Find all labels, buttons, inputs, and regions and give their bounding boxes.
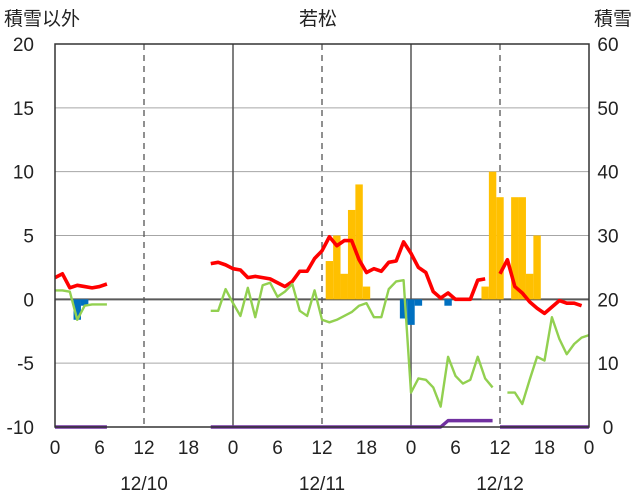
grid-layer	[55, 44, 589, 427]
temperature-line	[54, 271, 108, 290]
temperature-line	[210, 234, 486, 302]
left-tick-label: 0	[23, 290, 34, 311]
green-series-line	[210, 278, 494, 408]
x-tick-label: 0	[406, 438, 417, 459]
snowfall-bar	[362, 286, 371, 300]
snow-depth-line	[210, 418, 493, 429]
snowfall-bar	[340, 273, 348, 300]
x-tick-label: 18	[534, 438, 555, 459]
precip-bar	[444, 299, 452, 306]
plot-frame	[54, 43, 590, 428]
x-tick-label: 6	[450, 438, 461, 459]
x-tick-label: 6	[94, 438, 105, 459]
snowfall-bar	[511, 197, 519, 300]
snowfall-bar	[347, 209, 356, 300]
snowfall-bar	[533, 235, 541, 300]
snowfall-bar	[496, 197, 504, 300]
left-tick-label: -5	[17, 354, 34, 375]
right-tick-label: 40	[597, 163, 618, 184]
right-tick-label: 0	[603, 418, 614, 439]
precip-bar	[407, 299, 415, 325]
x-tick-label: 6	[272, 438, 283, 459]
snowfall-bar	[518, 197, 526, 300]
right-tick-label: 30	[597, 227, 618, 248]
x-tick-label: 0	[584, 438, 595, 459]
right-tick-label: 50	[597, 99, 618, 120]
snowfall-bar	[525, 273, 534, 300]
right-tick-label: 60	[597, 35, 618, 56]
date-label: 12/10	[120, 474, 168, 495]
left-tick-label: 5	[23, 227, 34, 248]
x-tick-label: 18	[178, 438, 199, 459]
right-tick-label: 10	[597, 354, 618, 375]
green-series-line	[507, 316, 590, 406]
x-tick-label: 12	[133, 438, 154, 459]
x-tick-label: 12	[311, 438, 332, 459]
left-tick-label: 10	[13, 163, 34, 184]
left-tick-label: 15	[13, 99, 34, 120]
x-tick-label: 18	[356, 438, 377, 459]
snowfall-bar	[325, 261, 334, 300]
snowfall-bar	[488, 171, 497, 300]
left-axis-label: 積雪以外	[4, 8, 80, 30]
x-tick-label: 12	[489, 438, 510, 459]
snowfall-bar	[333, 235, 341, 300]
right-axis-label: 積雪	[594, 8, 632, 30]
snowfall-bar	[481, 286, 489, 300]
date-label: 12/11	[299, 474, 345, 495]
left-tick-label: -10	[7, 418, 34, 439]
precip-bar	[399, 299, 408, 319]
precip-bar	[73, 299, 81, 320]
snowfall-bar	[355, 184, 363, 300]
right-tick-label: 20	[597, 290, 618, 311]
precip-bar	[414, 299, 423, 306]
x-tick-label: 0	[228, 438, 239, 459]
temperature-line	[498, 257, 583, 316]
x-tick-label: 0	[50, 438, 61, 459]
date-label: 12/12	[476, 474, 524, 495]
precip-bar	[80, 299, 89, 306]
chart-title: 若松	[299, 8, 337, 30]
left-tick-label: 20	[13, 35, 34, 56]
bar-layer	[73, 171, 541, 325]
green-series-line	[55, 289, 107, 321]
